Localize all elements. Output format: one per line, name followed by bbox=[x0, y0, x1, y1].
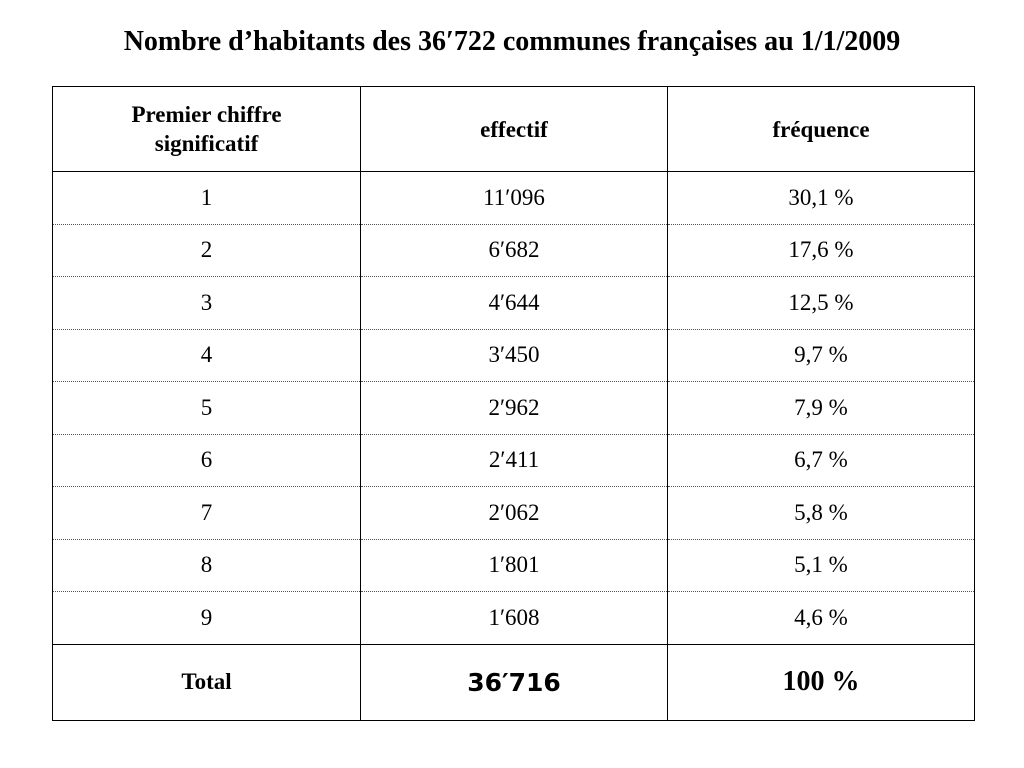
table-row: 8 1′801 5,1 % bbox=[52, 539, 975, 592]
cell-count: 6′682 bbox=[360, 224, 668, 277]
table-row: 9 1′608 4,6 % bbox=[52, 591, 975, 645]
table-row: 2 6′682 17,6 % bbox=[52, 224, 975, 277]
cell-count: 3′450 bbox=[360, 329, 668, 382]
table-row: 4 3′450 9,7 % bbox=[52, 329, 975, 382]
total-row: Total 36′716 100 % bbox=[52, 644, 975, 721]
table-row: 6 2′411 6,7 % bbox=[52, 434, 975, 487]
table-row: 5 2′962 7,9 % bbox=[52, 381, 975, 435]
cell-count: 2′962 bbox=[360, 381, 668, 435]
cell-digit: 1 bbox=[52, 171, 361, 225]
cell-digit: 8 bbox=[52, 539, 361, 592]
cell-frequency: 5,1 % bbox=[667, 539, 975, 592]
cell-frequency: 5,8 % bbox=[667, 486, 975, 540]
total-count: 36′716 bbox=[360, 644, 668, 721]
cell-frequency: 17,6 % bbox=[667, 224, 975, 277]
cell-count: 1′608 bbox=[360, 591, 668, 645]
cell-frequency: 6,7 % bbox=[667, 434, 975, 487]
cell-frequency: 12,5 % bbox=[667, 276, 975, 330]
column-header-digit: Premier chiffre significatif bbox=[52, 86, 361, 172]
cell-frequency: 7,9 % bbox=[667, 381, 975, 435]
cell-count: 1′801 bbox=[360, 539, 668, 592]
table-row: 1 11′096 30,1 % bbox=[52, 171, 975, 225]
cell-count: 2′411 bbox=[360, 434, 668, 487]
cell-digit: 6 bbox=[52, 434, 361, 487]
data-table: Premier chiffre significatif effectif fré… bbox=[52, 86, 975, 721]
page-title: Nombre d’habitants des 36′722 communes f… bbox=[123, 26, 901, 57]
column-header-frequency: fréquence bbox=[667, 86, 975, 172]
table-row: 7 2′062 5,8 % bbox=[52, 486, 975, 540]
cell-count: 2′062 bbox=[360, 486, 668, 540]
cell-count: 11′096 bbox=[360, 171, 668, 225]
cell-digit: 5 bbox=[52, 381, 361, 435]
cell-frequency: 9,7 % bbox=[667, 329, 975, 382]
cell-digit: 3 bbox=[52, 276, 361, 330]
cell-digit: 9 bbox=[52, 591, 361, 645]
header-row: Premier chiffre significatif effectif fré… bbox=[52, 86, 975, 172]
cell-digit: 2 bbox=[52, 224, 361, 277]
cell-digit: 7 bbox=[52, 486, 361, 540]
cell-frequency: 4,6 % bbox=[667, 591, 975, 645]
cell-digit: 4 bbox=[52, 329, 361, 382]
cell-frequency: 30,1 % bbox=[667, 171, 975, 225]
column-header-count: effectif bbox=[360, 86, 668, 172]
table-row: 3 4′644 12,5 % bbox=[52, 276, 975, 330]
total-frequency: 100 % bbox=[667, 644, 975, 721]
total-label: Total bbox=[52, 644, 361, 721]
cell-count: 4′644 bbox=[360, 276, 668, 330]
